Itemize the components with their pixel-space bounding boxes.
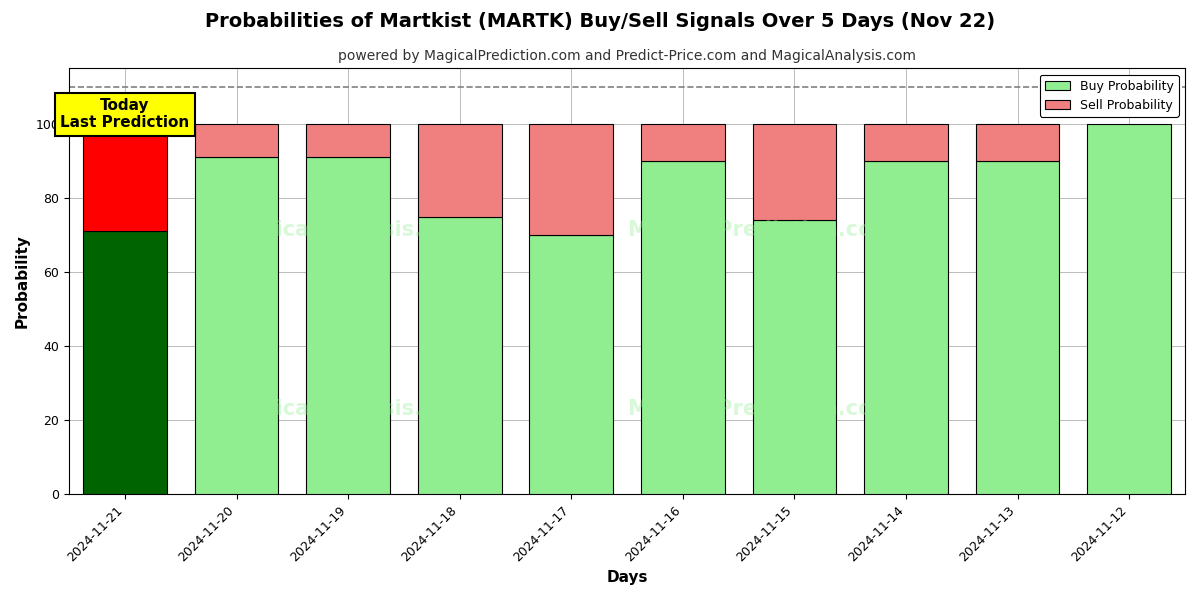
Text: MagicalPrediction.com: MagicalPrediction.com	[628, 399, 895, 419]
Bar	[641, 124, 725, 161]
Bar	[752, 124, 836, 220]
Text: MagicalAnalysis.com: MagicalAnalysis.com	[226, 220, 470, 240]
Title: powered by MagicalPrediction.com and Predict-Price.com and MagicalAnalysis.com: powered by MagicalPrediction.com and Pre…	[338, 49, 916, 63]
Bar	[864, 161, 948, 494]
Bar	[864, 124, 948, 161]
Bar	[83, 124, 167, 232]
Bar	[529, 124, 613, 235]
Bar	[641, 161, 725, 494]
Bar	[529, 235, 613, 494]
Text: MagicalAnalysis.com: MagicalAnalysis.com	[226, 399, 470, 419]
Bar	[752, 220, 836, 494]
Text: Today
Last Prediction: Today Last Prediction	[60, 98, 190, 130]
Y-axis label: Probability: Probability	[16, 235, 30, 328]
Bar	[194, 157, 278, 494]
Bar	[83, 232, 167, 494]
Bar	[194, 124, 278, 157]
Text: Probabilities of Martkist (MARTK) Buy/Sell Signals Over 5 Days (Nov 22): Probabilities of Martkist (MARTK) Buy/Se…	[205, 12, 995, 31]
Bar	[306, 157, 390, 494]
Text: MagicalPrediction.com: MagicalPrediction.com	[628, 220, 895, 240]
Bar	[1087, 124, 1171, 494]
X-axis label: Days: Days	[606, 570, 648, 585]
Bar	[418, 124, 502, 217]
Bar	[418, 217, 502, 494]
Bar	[976, 161, 1060, 494]
Bar	[976, 124, 1060, 161]
Bar	[306, 124, 390, 157]
Legend: Buy Probability, Sell Probability: Buy Probability, Sell Probability	[1040, 74, 1178, 117]
